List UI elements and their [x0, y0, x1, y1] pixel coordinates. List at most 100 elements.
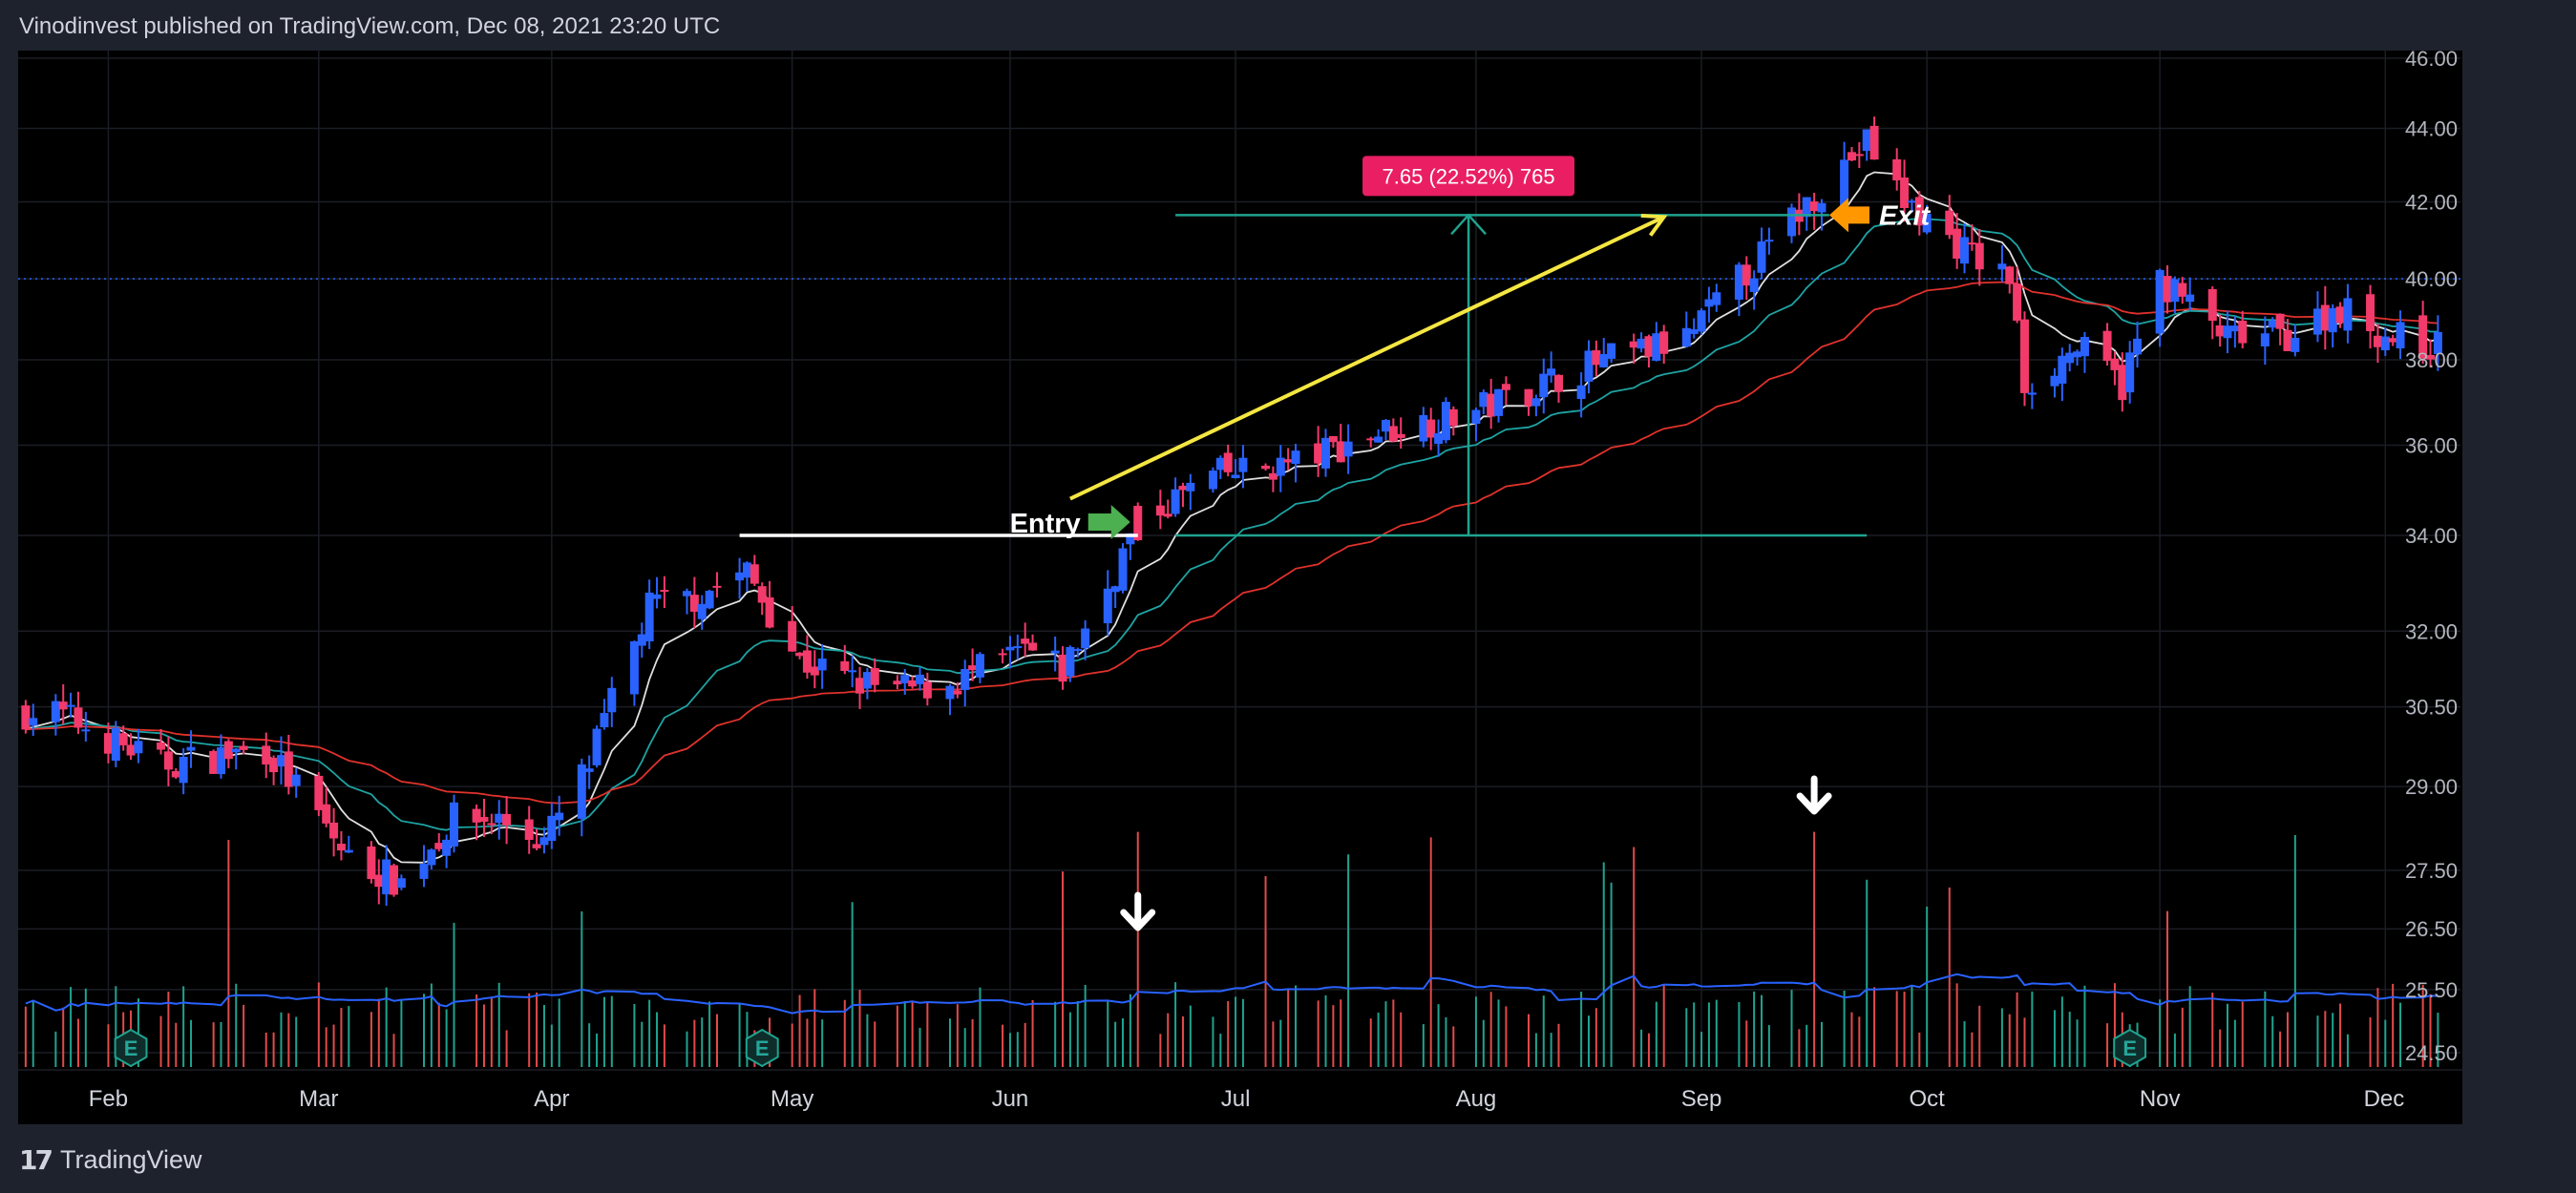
candle-body [1283, 459, 1293, 463]
range-arrowhead [1450, 213, 1487, 236]
candle-body [1584, 350, 1594, 382]
candle-body [1809, 201, 1819, 212]
candle-body [870, 667, 879, 685]
price-chart[interactable]: 7.65 (22.52%) 765 Entry Exit E E E 46.00 44.00… [18, 47, 2462, 1124]
candle-body [2418, 315, 2428, 359]
time-tick-label: Dec [2364, 1086, 2405, 1112]
candle-body [592, 728, 602, 765]
candle-body [2380, 336, 2390, 351]
time-tick-label: Jun [992, 1086, 1029, 1112]
candle-body [209, 750, 219, 774]
volume-down-arrowhead [1796, 792, 1832, 815]
candle-body [795, 652, 805, 657]
candle-body [2019, 319, 2029, 393]
candle-body [539, 837, 549, 846]
time-tick-label: Jul [1221, 1086, 1251, 1112]
candle-body [329, 822, 339, 839]
candle-body [2185, 294, 2195, 303]
candle-body [179, 757, 188, 784]
time-tick-label: Oct [1910, 1086, 1946, 1112]
candle-body [1869, 125, 1879, 160]
exit-arrow-icon [1828, 198, 1869, 233]
candle-body [502, 813, 512, 826]
candle-body [1689, 329, 1699, 334]
candle-body [1704, 299, 1714, 307]
candle-body [1186, 482, 1195, 492]
candle-body [21, 705, 31, 730]
candle-body [1073, 649, 1083, 652]
candle-body [1155, 505, 1165, 516]
candle-body [1787, 207, 1797, 237]
candle-body [689, 595, 699, 612]
entry-label: Entry [1010, 509, 1081, 539]
candle-body [2080, 337, 2089, 357]
candle-body [757, 586, 767, 603]
drawings: 7.65 (22.52%) 765 Entry Exit E E E [114, 156, 2147, 1068]
candle-body [1103, 588, 1112, 624]
candle-body [1644, 336, 1654, 357]
candle-body [291, 774, 301, 786]
candle-body [637, 634, 646, 646]
price-axis: 46.00 44.00 42.00 40.00 38.00 36.00 34.00 32.00… [2405, 47, 2462, 1081]
candle-body [2328, 307, 2337, 333]
candle-body [29, 718, 38, 726]
candle-body [1524, 388, 1533, 407]
candle-body [2178, 283, 2187, 297]
candle-body [1712, 292, 1721, 305]
candle-body [765, 596, 774, 628]
ema-fast-line [25, 171, 2439, 864]
candle-body [975, 654, 984, 678]
candle-body [2238, 321, 2248, 344]
candle-body [1607, 343, 1616, 359]
candle-body [487, 823, 496, 826]
candle-body [1802, 197, 1811, 218]
candle-body [2155, 269, 2164, 334]
price-tick-label: 32.00 [2405, 619, 2458, 643]
axis-separator [2460, 51, 2462, 1081]
candle-body [479, 816, 489, 822]
candle-body [2312, 308, 2322, 335]
candle-body [1892, 158, 1902, 181]
range-label-box [1362, 156, 1575, 197]
candles [21, 116, 2442, 907]
candle-body [1681, 327, 1691, 347]
candle-body [1434, 432, 1444, 445]
candle-body [2013, 283, 2022, 321]
candle-body [584, 768, 594, 772]
candle-body [2335, 306, 2345, 324]
candle-body [1636, 338, 1646, 349]
candle-body [893, 680, 902, 685]
earnings-marker-label: E [755, 1036, 770, 1060]
candle-body [134, 741, 143, 754]
trend-arrowhead [1640, 213, 1668, 237]
candle-body [2027, 392, 2037, 395]
candle-body [855, 678, 865, 694]
candle-body [2343, 298, 2353, 331]
candle-body [1629, 341, 1638, 348]
candle-body [427, 849, 436, 866]
brand-name: TradingView [59, 1144, 202, 1174]
time-axis: Feb Mar Apr May Jun Jul Aug Sep Oct Nov Dec [18, 1069, 2462, 1112]
candle-body [367, 846, 376, 880]
candle-body [1381, 420, 1390, 432]
candle-body [1231, 474, 1240, 478]
volume-down-arrowhead [1120, 909, 1156, 931]
time-tick-label: Aug [1456, 1086, 1497, 1112]
footer: 17 TradingView [19, 1141, 202, 1179]
candle-body [1862, 129, 1871, 152]
candle-body [532, 844, 541, 848]
candle-body [171, 770, 180, 778]
chart-area[interactable]: 7.65 (22.52%) 765 Entry Exit E E E 46.00 44.00… [18, 47, 2462, 1124]
candle-body [1268, 472, 1277, 480]
price-tick-label: 40.00 [2405, 267, 2458, 291]
candle-body [961, 669, 970, 690]
candle-body [2207, 288, 2217, 322]
candle-body [750, 564, 759, 584]
candle-body [577, 764, 586, 819]
candle-body [118, 733, 128, 745]
price-tick-label: 44.00 [2405, 117, 2458, 141]
candle-body [1419, 414, 1428, 442]
candle-body [629, 640, 639, 695]
candle-body [644, 592, 654, 641]
candle-body [1854, 154, 1864, 157]
